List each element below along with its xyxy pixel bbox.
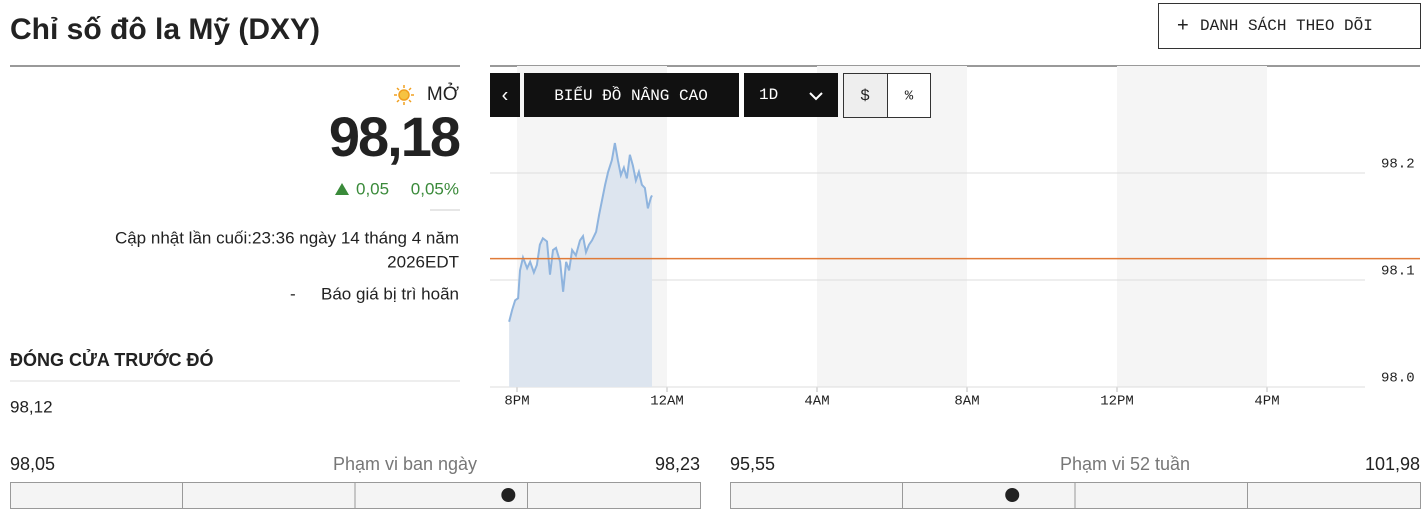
range-low: 95,55 — [730, 454, 775, 474]
advanced-chart-label[interactable]: BIỂU ĐỒ NÂNG CAO — [554, 85, 708, 105]
title: Chỉ số đô la Mỹ (DXY) — [10, 13, 320, 46]
price: 98,18 — [329, 105, 460, 168]
delay-note: Báo giá bị trì hoãn — [321, 284, 459, 303]
previous-close-value: 98,12 — [10, 397, 53, 416]
x-tick-label: 12PM — [1100, 394, 1134, 410]
plus-icon: + — [1177, 14, 1189, 36]
watchlist-button[interactable] — [1158, 3, 1421, 49]
x-tick-label: 12AM — [650, 394, 684, 410]
area — [509, 143, 652, 387]
session-band — [817, 66, 967, 387]
y-tick-label: 98.1 — [1381, 264, 1415, 280]
back-button[interactable] — [490, 73, 520, 117]
sun-icon — [394, 85, 414, 105]
previous-close-label: ĐÓNG CỬA TRƯỚC ĐÓ — [10, 349, 214, 370]
range-marker — [1005, 488, 1020, 502]
up-arrow — [335, 183, 349, 195]
chevron — [809, 92, 823, 101]
dash: - — [290, 284, 296, 303]
back-icon[interactable]: ‹ — [502, 84, 509, 106]
market-status: MỞ — [427, 83, 459, 105]
percent-toggle[interactable] — [887, 73, 931, 118]
change-percent: 0,05% — [411, 179, 459, 198]
period-select[interactable] — [744, 73, 838, 117]
y-tick-label: 98.2 — [1381, 157, 1415, 173]
updated-zone: 2026EDT — [387, 252, 459, 271]
session-band — [1117, 66, 1267, 387]
range-label: Phạm vi ban ngày — [333, 454, 477, 474]
advanced-chart-button[interactable] — [524, 73, 739, 117]
change: 0,05 — [356, 179, 389, 198]
x-tick-label: 4PM — [1254, 394, 1279, 410]
watchlist-label[interactable]: DANH SÁCH THEO DÕI — [1200, 16, 1373, 35]
x-tick-label: 8AM — [954, 394, 979, 410]
range-high: 101,98 — [1365, 454, 1420, 474]
currency-label[interactable]: $ — [860, 87, 870, 105]
price-line — [508, 142, 653, 322]
updated: Cập nhật lần cuối:23:36 ngày 14 tháng 4 … — [115, 228, 459, 247]
range-high: 98,23 — [655, 454, 700, 474]
range-marker — [501, 488, 516, 502]
currency-toggle[interactable] — [843, 73, 888, 118]
ranges: 98,05 Phạm vi ban ngày 98,23 95,55 Phạm vi 5… — [10, 454, 1421, 509]
period-label[interactable]: 1D — [759, 86, 778, 104]
range-label: Phạm vi 52 tuần — [1060, 454, 1190, 474]
x-tick-label: 4AM — [804, 394, 829, 410]
range-low: 98,05 — [10, 454, 55, 474]
y-tick-label: 98.0 — [1381, 371, 1415, 387]
percent-label[interactable]: % — [905, 89, 914, 105]
x-tick-label: 8PM — [504, 394, 529, 410]
chart: 8PM 12AM 4AM 8AM 12PM 4PM 98.0 98.1 98.2 — [490, 66, 1420, 410]
